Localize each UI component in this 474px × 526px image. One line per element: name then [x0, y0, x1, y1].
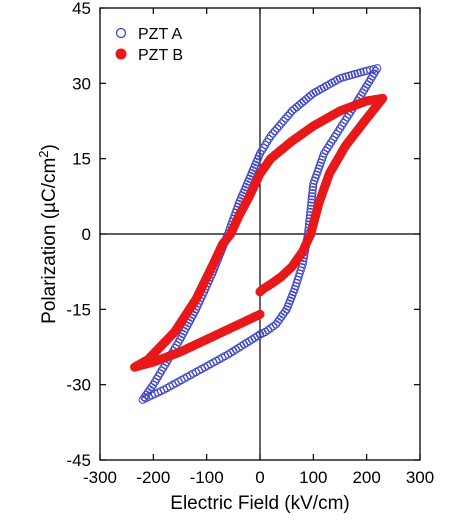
y-axis-title-end: ): [39, 144, 60, 150]
data-point: [309, 179, 318, 188]
data-point: [290, 104, 299, 114]
legend-label-pzt-a: PZT A: [138, 26, 182, 43]
x-tick-label: 100: [299, 468, 327, 487]
data-point: [273, 317, 282, 326]
x-tick-label: -300: [83, 468, 117, 487]
y-axis-title: Polarization (µC/cm2): [36, 144, 60, 324]
data-point: [308, 185, 317, 195]
x-tick-label: 300: [406, 468, 434, 487]
data-point: [255, 287, 265, 297]
data-point: [270, 126, 280, 136]
data-point: [275, 121, 284, 131]
y-tick-label: -30: [66, 376, 91, 395]
y-axis-title-main: Polarization (µC/cm: [39, 158, 60, 324]
y-tick-label: 0: [82, 225, 91, 244]
data-point: [277, 312, 286, 321]
data-layer: [130, 64, 388, 404]
data-point: [307, 195, 316, 204]
data-point: [272, 124, 282, 133]
legend-marker-pzt-a: [115, 27, 127, 39]
data-point: [297, 99, 306, 108]
data-point: [285, 109, 294, 118]
data-point: [269, 322, 278, 331]
data-point: [292, 102, 301, 112]
data-point: [277, 119, 286, 128]
data-point: [308, 182, 318, 192]
axis-ticks: -300 -200 -100 0 100 200 300 -45 -30 -15 0 15 30 45: [66, 0, 434, 487]
series-pzt-b: [130, 93, 388, 372]
data-point: [306, 91, 316, 100]
data-point: [266, 324, 275, 333]
x-tick-label: 0: [255, 468, 264, 487]
y-tick-label: 15: [72, 150, 91, 169]
data-point: [268, 129, 277, 138]
crosshair-lines: [100, 8, 420, 460]
x-tick-label: 200: [352, 468, 380, 487]
y-tick-label: 45: [72, 0, 91, 18]
data-point: [266, 131, 275, 141]
legend-marker-pzt-b: [115, 48, 127, 60]
data-point: [147, 383, 156, 392]
x-tick-label: -100: [190, 468, 224, 487]
y-tick-label: -45: [66, 451, 91, 470]
x-axis-title: Electric Field (kV/cm): [170, 493, 349, 514]
legend-label-pzt-b: PZT B: [138, 47, 183, 64]
data-point: [281, 114, 290, 123]
data-point: [283, 111, 292, 121]
x-tick-label: -200: [136, 468, 170, 487]
y-axis-title-superscript: 2: [36, 150, 51, 157]
data-point: [255, 330, 265, 339]
y-tick-label: -15: [66, 300, 91, 319]
data-point: [299, 97, 308, 106]
y-tick-label: 30: [72, 74, 91, 93]
data-point: [307, 192, 317, 201]
data-point: [302, 95, 311, 104]
data-point: [308, 189, 317, 198]
data-point: [304, 93, 313, 102]
data-point: [279, 310, 288, 319]
data-point: [295, 101, 304, 110]
data-point: [275, 315, 284, 324]
data-point: [271, 320, 281, 329]
legend: PZT A PZT B: [115, 26, 183, 64]
data-point: [279, 116, 288, 126]
